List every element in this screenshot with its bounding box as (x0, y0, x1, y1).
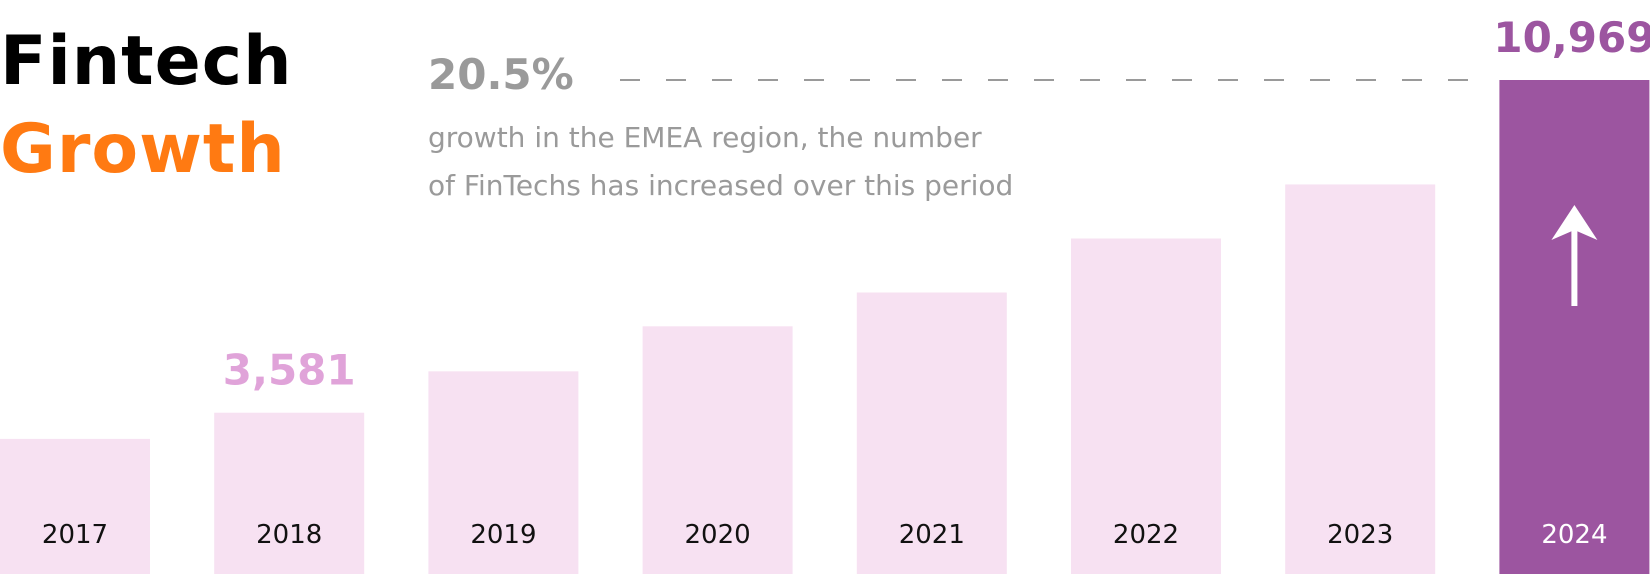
data-label-2024: 10,969 (1493, 13, 1650, 62)
category-label-2020: 2020 (685, 520, 751, 550)
up-arrow-icon (1551, 205, 1598, 240)
category-label-2018: 2018 (256, 520, 322, 550)
bar-2020 (642, 326, 793, 574)
bar-2023 (1285, 184, 1436, 574)
chart-title-line-1: Fintech (0, 22, 293, 101)
bar-2022 (1071, 238, 1221, 574)
category-label-2022: 2022 (1113, 520, 1179, 550)
bars-group (0, 80, 1650, 574)
growth-description-line-1: growth in the EMEA region, the number (428, 121, 982, 154)
bar-2024 (1499, 80, 1650, 574)
data-label-2018: 3,581 (223, 346, 356, 395)
growth-description-line-2: of FinTechs has increased over this peri… (428, 169, 1014, 202)
category-label-2021: 2021 (899, 520, 965, 550)
category-label-2017: 2017 (42, 520, 108, 550)
category-label-2023: 2023 (1327, 520, 1393, 550)
bar-2021 (856, 292, 1007, 574)
bar-2019 (428, 371, 579, 574)
category-label-2024: 2024 (1541, 520, 1607, 550)
category-label-2019: 2019 (470, 520, 536, 550)
bar-2018 (214, 412, 365, 574)
bar-2017 (0, 438, 150, 574)
growth-percentage: 20.5% (428, 50, 574, 99)
growth-description: growth in the EMEA region, the number of… (428, 114, 1068, 210)
chart-title-line-2: Growth (0, 110, 286, 189)
data-labels-group: 2017 2018 3,581 2019 2020 2021 2022 2023 2024 10,… (42, 13, 1650, 550)
